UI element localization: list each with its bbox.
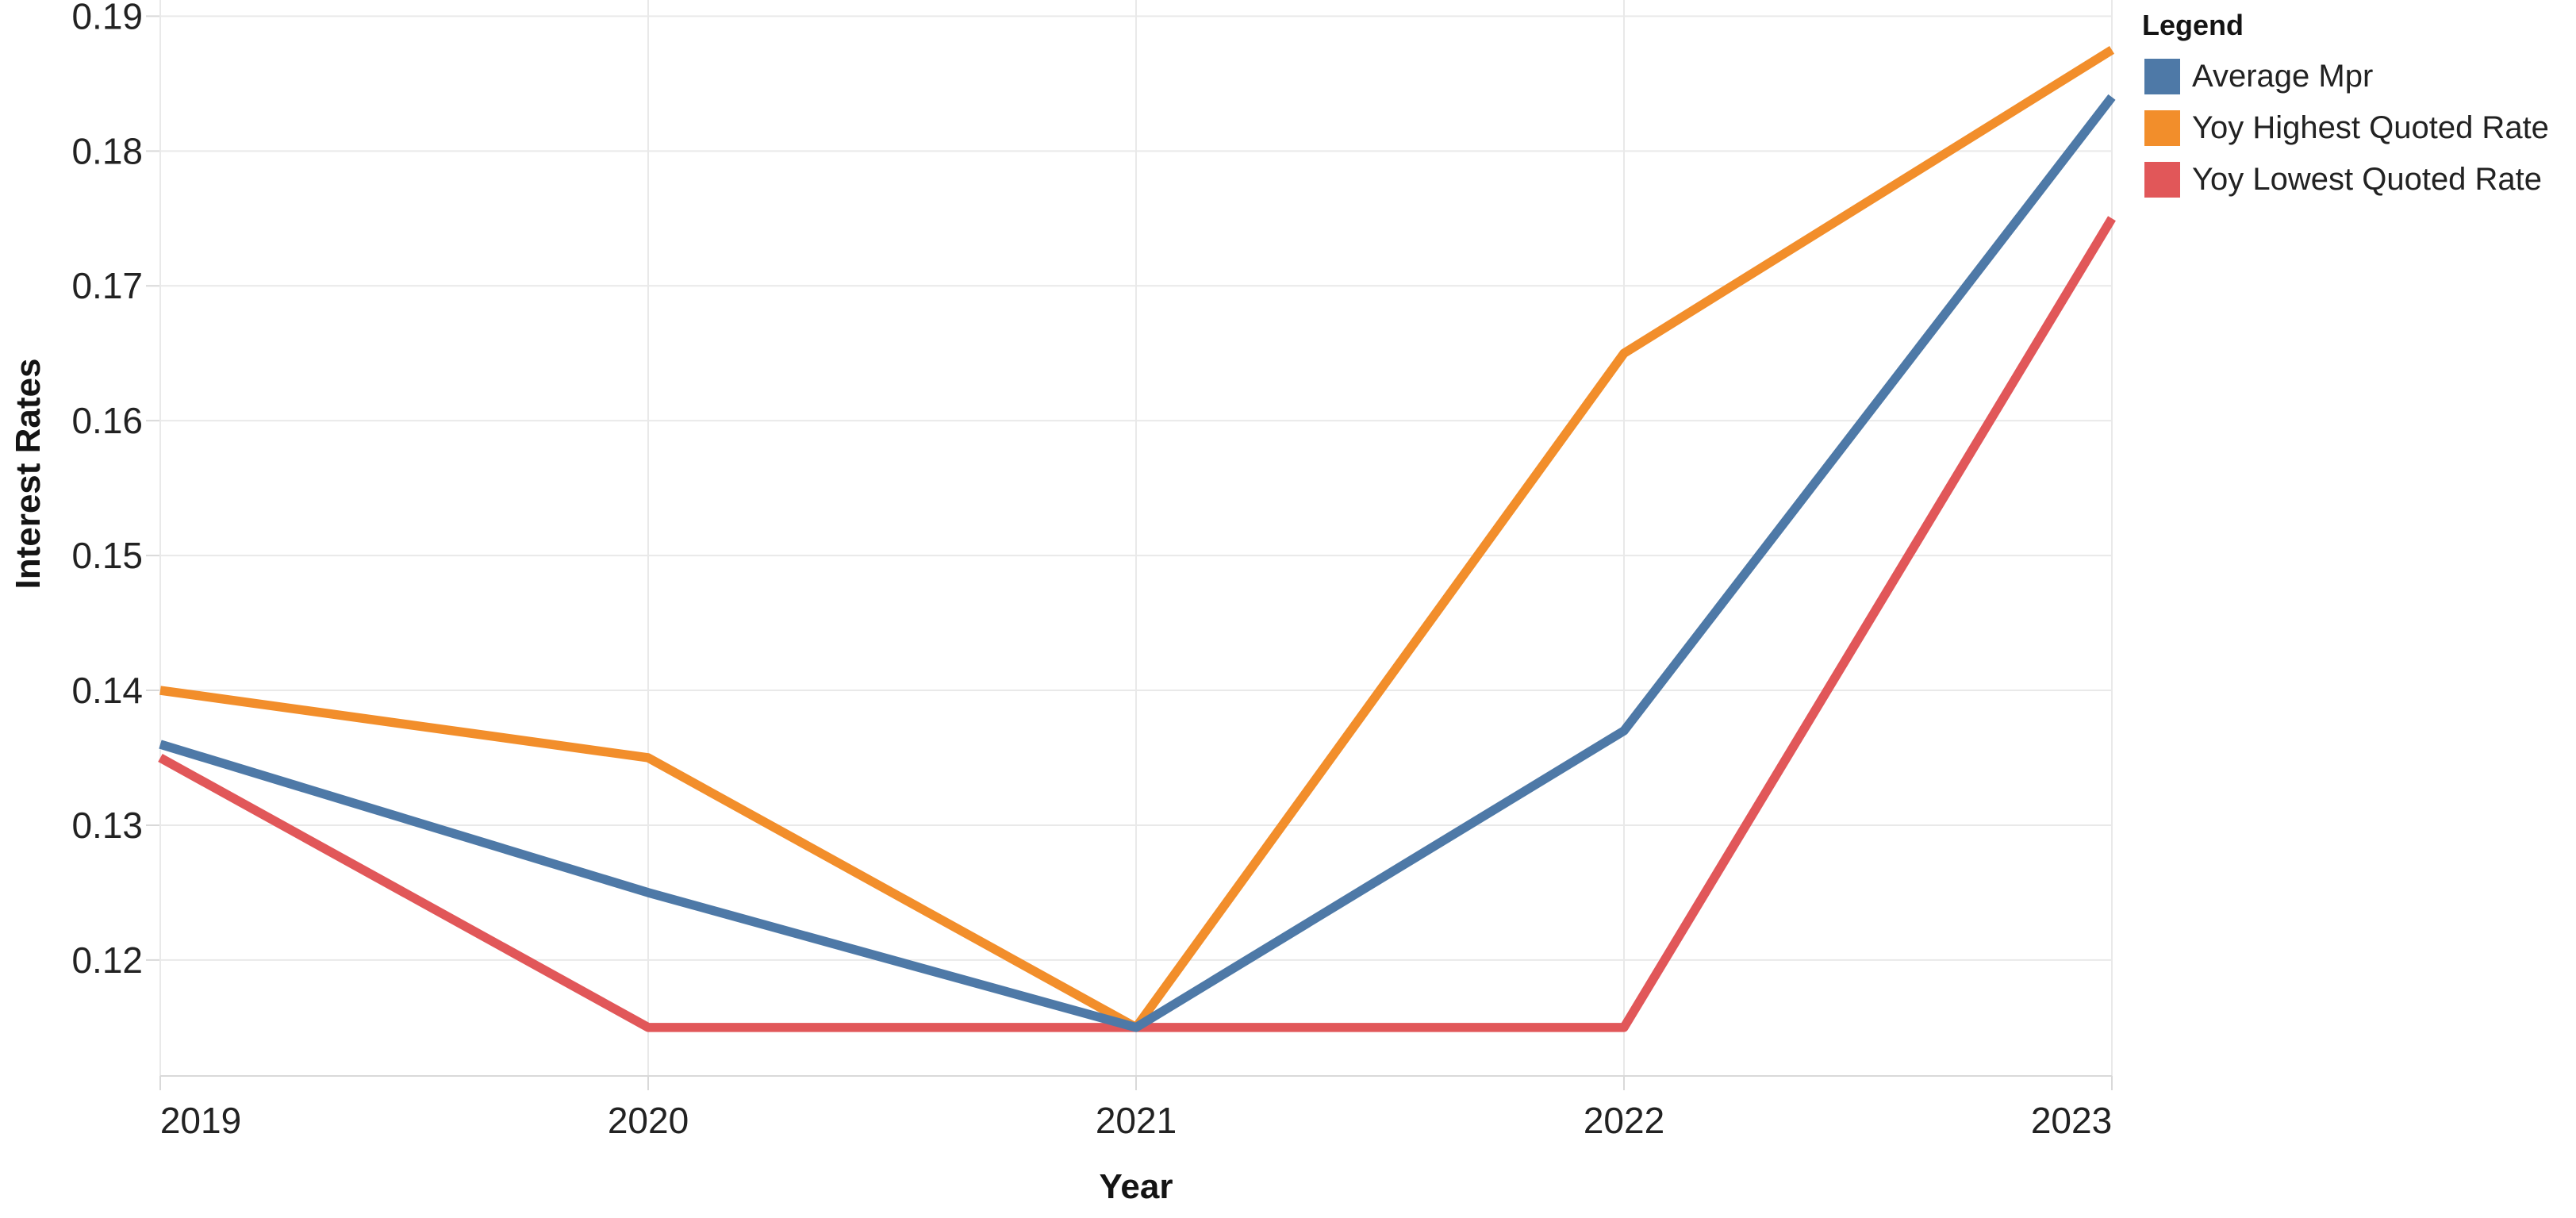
y-axis-title: Interest Rates <box>9 358 48 590</box>
legend-title: Legend <box>2142 9 2244 41</box>
x-tick-label: 2019 <box>160 1100 241 1141</box>
x-axis-title: Year <box>1099 1167 1173 1206</box>
y-tick-label: 0.18 <box>71 130 143 171</box>
legend-color-swatch <box>2144 59 2180 94</box>
legend-item: Average Mpr <box>2142 59 2570 94</box>
legend-item-label: Average Mpr <box>2192 59 2374 94</box>
x-tick-label: 2020 <box>608 1100 689 1141</box>
legend-items: Average Mpr Yoy Highest Quoted Rate Yoy Lo… <box>2142 59 2570 198</box>
legend-item: Yoy Lowest Quoted Rate <box>2142 162 2570 198</box>
legend-color-swatch <box>2144 110 2180 146</box>
y-tick-label: 0.16 <box>71 400 143 441</box>
x-tick-label: 2023 <box>2031 1100 2112 1141</box>
y-tick-label: 0.14 <box>71 670 143 711</box>
y-tick-label: 0.13 <box>71 805 143 846</box>
y-tick-label: 0.15 <box>71 535 143 576</box>
x-tick-label: 2021 <box>1096 1100 1177 1141</box>
x-tick-label: 2022 <box>1584 1100 1664 1141</box>
y-tick-label: 0.19 <box>71 0 143 37</box>
series-line-average-mpr <box>159 94 2116 1032</box>
legend-color-swatch <box>2144 162 2180 198</box>
legend: Legend Average Mpr Yoy Highest Quoted Rat… <box>2142 8 2570 198</box>
legend-item-label: Yoy Lowest Quoted Rate <box>2192 162 2543 197</box>
legend-item-label: Yoy Highest Quoted Rate <box>2192 110 2549 145</box>
legend-item: Yoy Highest Quoted Rate <box>2142 110 2570 146</box>
y-tick-label: 0.12 <box>71 939 143 981</box>
y-tick-label: 0.17 <box>71 265 143 306</box>
